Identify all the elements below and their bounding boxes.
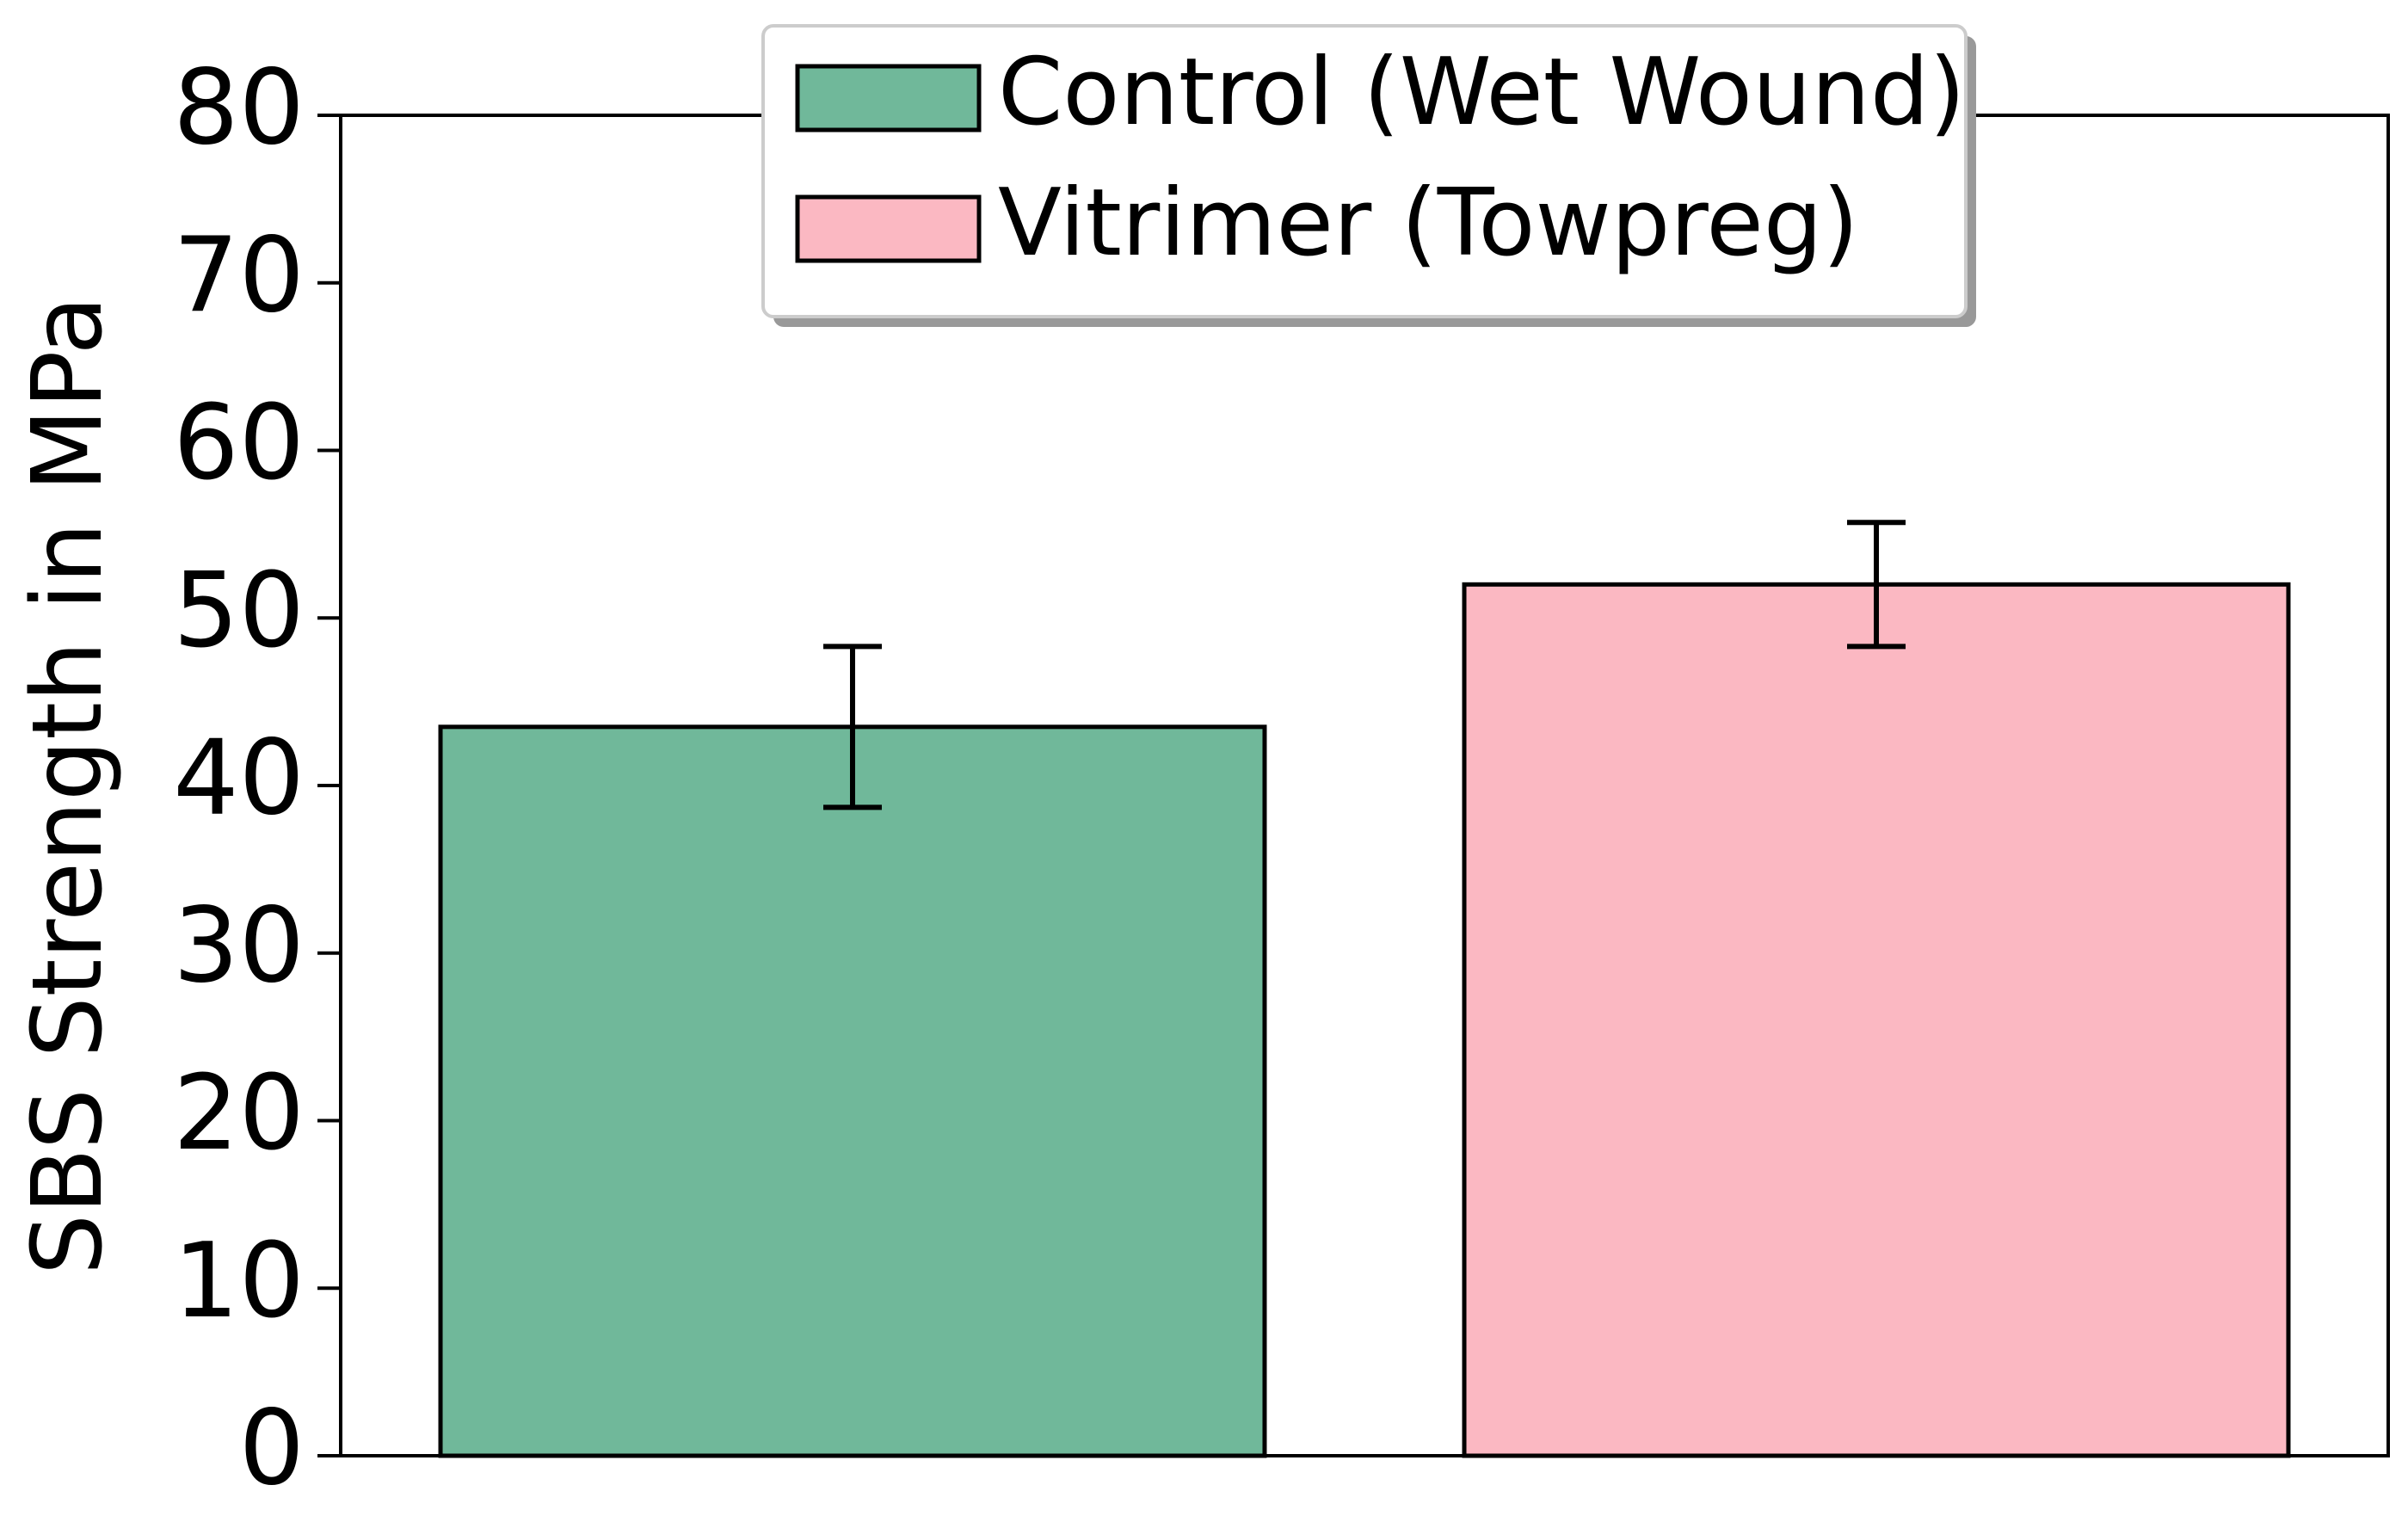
legend-label: Vitrimer (Towpreg) (998, 169, 1859, 277)
legend-label: Control (Wet Wound) (998, 39, 1966, 146)
error-bar (1847, 520, 1906, 650)
error-bar (823, 644, 882, 810)
y-tick-label: 60 (173, 384, 305, 503)
bar (438, 724, 1267, 1458)
y-tick-label: 40 (173, 719, 305, 839)
legend-swatch (795, 194, 982, 263)
y-tick-label: 20 (173, 1054, 305, 1174)
legend-swatch (795, 64, 982, 132)
y-tick-label: 50 (173, 551, 305, 671)
legend (761, 24, 1968, 318)
y-tick-label: 30 (173, 886, 305, 1006)
y-tick-label: 70 (173, 216, 305, 336)
y-tick-label: 80 (173, 49, 305, 169)
bar (1462, 582, 2291, 1458)
y-axis-label: SBS Strength in MPa (12, 296, 124, 1275)
y-tick-label: 0 (239, 1390, 305, 1509)
y-tick-label: 10 (173, 1222, 305, 1341)
